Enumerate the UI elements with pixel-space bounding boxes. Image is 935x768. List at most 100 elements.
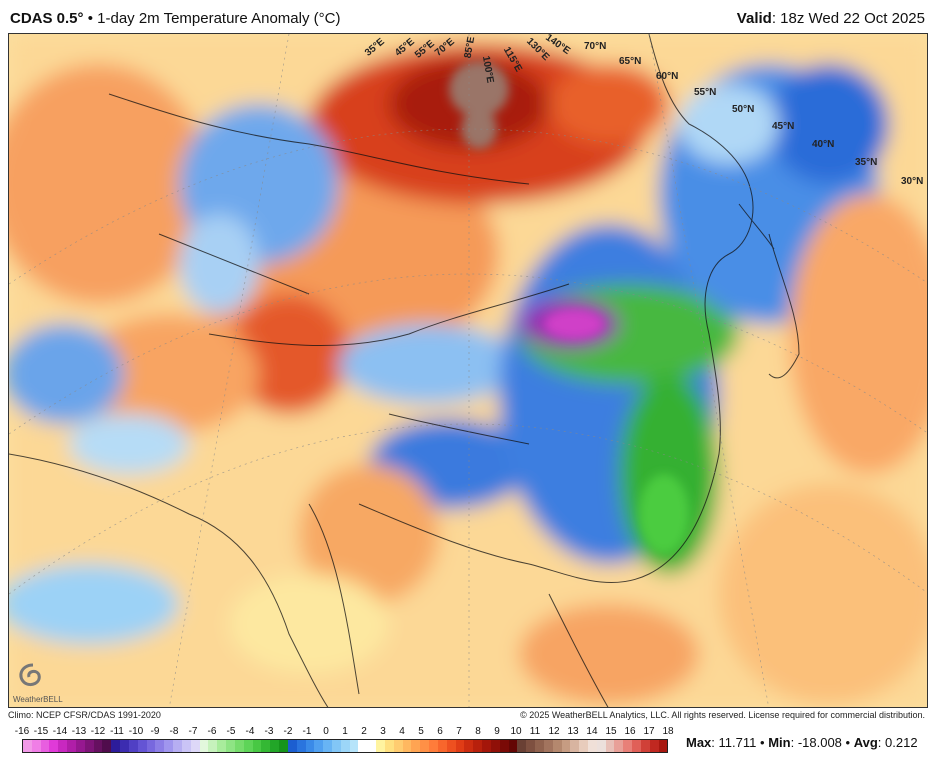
colorbar-tick-label: 16 [624,726,636,737]
colorbar [22,739,668,753]
valid-label: Valid [736,10,772,27]
stats-separator: • [845,735,851,750]
colorbar-swatch [252,740,262,752]
lat-label: 60°N [656,71,679,82]
max-label: Max [686,735,712,750]
colorbar-tick-label: 15 [605,726,617,737]
colorbar-tick-label: -3 [264,726,274,737]
lat-label: 40°N [812,139,835,150]
colorbar-swatch [199,740,209,752]
colorbar-swatch [314,740,324,752]
colorbar-tick-label: -16 [14,726,30,737]
colorbar-tick-label: 13 [567,726,579,737]
colorbar-swatch [261,740,271,752]
colorbar-swatch [296,740,306,752]
colorbar-swatch [111,740,121,752]
colorbar-swatch [535,740,544,752]
colorbar-swatch [243,740,253,752]
colorbar-swatch [93,740,103,752]
colorbar-swatch [305,740,315,752]
colorbar-swatch [473,740,483,752]
colorbar-swatch [75,740,85,752]
colorbar-tick-label: -1 [302,726,312,737]
colorbar-tick-label: 1 [342,726,348,737]
colorbar-tick-label: -4 [245,726,255,737]
colorbar-tick-label: -6 [207,726,217,737]
colorbar-swatch [588,740,597,752]
colorbar-tick-label: 5 [418,726,424,737]
colorbar-swatch [508,740,518,752]
colorbar-swatch [155,740,165,752]
colorbar-swatch [146,740,156,752]
colorbar-swatch [190,740,200,752]
colorbar-tick-label: -10 [128,726,144,737]
colorbar-swatch [517,740,527,752]
avg-label: Avg [853,735,878,750]
colorbar-swatch [340,740,350,752]
colorbar-swatch [579,740,588,752]
colorbar-tick-label: 11 [529,726,541,737]
colorbar-tick-label: 6 [437,726,443,737]
lat-label: 70°N [584,41,607,52]
colorbar-swatch [40,740,50,752]
max-value: 11.711 [718,735,757,750]
colorbar-tick-label: -14 [52,726,68,737]
colorbar-swatch [393,740,403,752]
colorbar-swatch [234,740,244,752]
colorbar-tick-label: -12 [90,726,106,737]
stats-separator: • [760,735,765,750]
colorbar-tick-label: -9 [150,726,160,737]
anomaly-field [9,34,927,707]
colorbar-swatch [367,740,377,752]
colorbar-swatch [84,740,94,752]
colorbar-swatch [570,740,580,752]
colorbar-swatch [31,740,41,752]
colorbar-tick-label: 10 [510,726,522,737]
colorbar-swatch [649,740,659,752]
colorbar-swatch [23,740,32,752]
colorbar-swatch [137,740,147,752]
colorbar-tick-label: -11 [110,726,124,737]
colorbar-tick-label: -13 [71,726,87,737]
colorbar-swatch [226,740,235,752]
colorbar-swatch [543,740,553,752]
title-separator: • [87,10,93,27]
avg-value: 0.212 [885,735,918,750]
colorbar-swatch [279,740,288,752]
colorbar-swatch [446,740,456,752]
colorbar-swatch [402,740,412,752]
colorbar-tick-label: 3 [380,726,386,737]
colorbar-swatch [526,740,536,752]
lat-label: 35°N [855,157,878,168]
colorbar-swatch [164,740,174,752]
colorbar-swatch [358,740,368,752]
swirl-icon [19,663,41,687]
lat-label: 55°N [694,87,717,98]
min-label: Min [768,735,791,750]
map-title: CDAS 0.5° • 1-day 2m Temperature Anomaly… [10,10,340,27]
valid-time-value: 18z Wed 22 Oct 2025 [780,10,925,27]
colorbar-swatch [561,740,571,752]
colorbar-swatch [658,740,668,752]
colorbar-swatch [217,740,227,752]
colorbar-tick-labels: -16 -15 -14 -13 -12 -11 -10 -9 -8 -7 -6 -5 -4 -3 -2 -1 0… [15,726,674,738]
colorbar-swatch [420,740,430,752]
colorbar-tick-label: 8 [475,726,481,737]
colorbar-swatch [323,740,332,752]
lat-label: 65°N [619,56,642,67]
colorbar-swatch [49,740,59,752]
colorbar-swatch [482,740,491,752]
lat-label: 45°N [772,121,795,132]
colorbar-swatch [464,740,474,752]
temperature-anomaly-map[interactable]: 35°E 45°E 55°E 70°E 85°E 100°E 115°E 130… [8,33,928,708]
coastlines [9,34,800,707]
colorbar-swatch [596,740,606,752]
colorbar-swatch [640,740,650,752]
colorbar-swatch [632,740,641,752]
colorbar-swatch [287,740,297,752]
colorbar-swatch [208,740,218,752]
copyright-note: © 2025 WeatherBELL Analytics, LLC. All r… [520,710,925,720]
colorbar-swatch [67,740,76,752]
colorbar-swatch [411,740,421,752]
lat-label: 30°N [901,176,924,187]
